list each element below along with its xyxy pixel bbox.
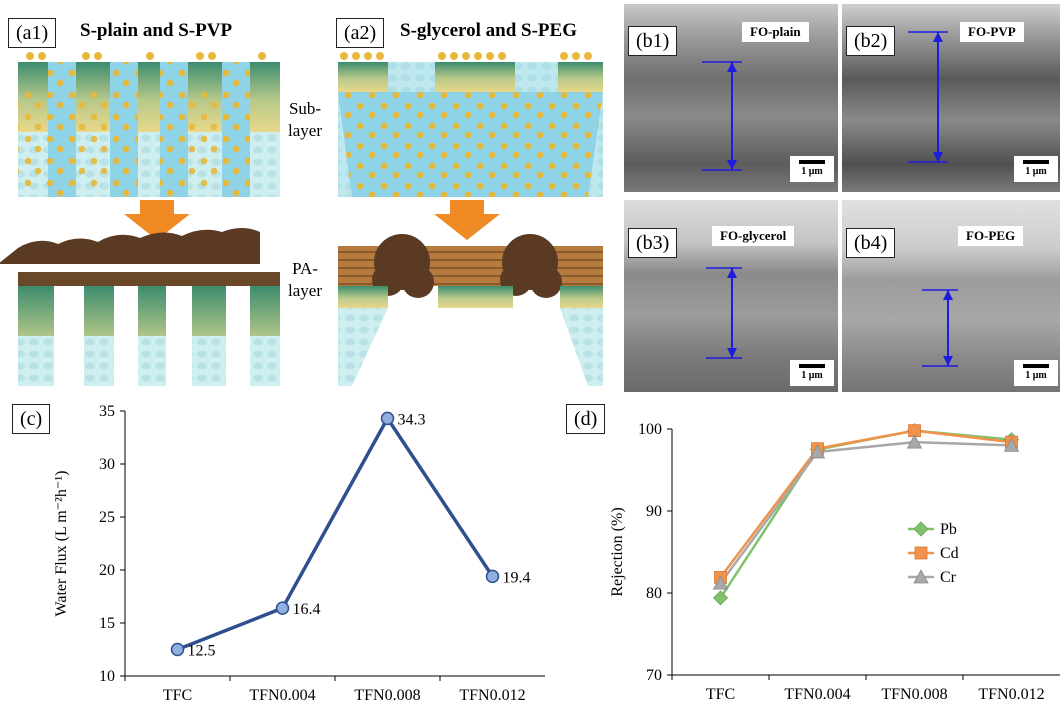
- panel-label-d: (d): [566, 404, 606, 434]
- x-tick-label: TFC: [163, 687, 192, 704]
- sem-image-b4: (b4) FO-PEG 1 μm: [842, 200, 1060, 392]
- sem-tag-b2: FO-PVP: [960, 22, 1024, 42]
- data-point-cr: [712, 575, 729, 590]
- panel-label-b4: (b4): [846, 228, 896, 258]
- diagram-a2: [338, 52, 603, 386]
- x-tick-label: TFN0.008: [881, 686, 947, 703]
- data-point: [170, 642, 185, 657]
- y-axis-label: Water Flux (L m⁻²h⁻¹): [53, 471, 70, 617]
- x-tick-label: TFN0.008: [354, 687, 420, 704]
- down-arrow-icon: [124, 200, 190, 240]
- data-label: 12.5: [188, 643, 216, 660]
- panel-a1: (a1) S-plain and S-PVP Sub- layer PA- la…: [0, 0, 330, 392]
- x-tick-label: TFC: [706, 686, 735, 703]
- sem-image-b1: (b1) FO-plain 1 μm: [624, 4, 838, 192]
- y-tick-label: 80: [646, 585, 662, 602]
- x-tick-label: TFN0.004: [249, 687, 315, 704]
- x-tick-label: TFN0.012: [978, 686, 1044, 703]
- water-flux-chart: 10 15 20 25 30 35 TFC TFN0.004 TFN0.008 TFN0.012 W…: [53, 403, 545, 704]
- scale-text-b4: 1 μm: [1025, 370, 1047, 381]
- data-point: [380, 411, 395, 426]
- panel-label-b2: (b2): [846, 26, 896, 56]
- palayer-label-line2: layer: [288, 281, 322, 300]
- panel-c: 10 15 20 25 30 35 TFC TFN0.004 TFN0.008 TFN0.012 W…: [0, 396, 560, 708]
- scale-bar-b2: 1 μm: [1014, 156, 1058, 182]
- panel-d: 70 80 90 100 TFC TFN0.004 TFN0.008 TFN0.012 Reje…: [560, 396, 1063, 708]
- y-axis-label: Rejection (%): [609, 507, 626, 596]
- scale-text-b3: 1 μm: [801, 370, 823, 381]
- y-tick-label: 100: [638, 421, 662, 438]
- series-line-cd: [719, 429, 1012, 579]
- y-tick-label: 30: [99, 456, 115, 473]
- panel-label-b1: (b1): [628, 26, 678, 56]
- y-tick-label: 25: [99, 509, 115, 526]
- data-label: 19.4: [503, 569, 531, 586]
- data-point: [485, 569, 500, 584]
- palayer-label-line1: PA-: [292, 259, 318, 278]
- sem-image-b2: (b2) FO-PVP 1 μm: [842, 4, 1060, 192]
- scale-text-b1: 1 μm: [801, 166, 823, 177]
- panel-a2: (a2) S-glycerol and S-PEG: [330, 0, 620, 392]
- data-label: 16.4: [293, 601, 321, 618]
- panel-title-a1: S-plain and S-PVP: [80, 20, 233, 41]
- sem-tag-b1: FO-plain: [742, 22, 809, 42]
- legend-marker-cd: [914, 546, 928, 560]
- diagram-a1: [0, 52, 280, 386]
- y-tick-label: 70: [646, 667, 662, 684]
- sublayer-label-line1: Sub-: [288, 99, 322, 118]
- x-tick-label: TFN0.004: [784, 686, 850, 703]
- series-line-cr: [719, 440, 1012, 584]
- sem-image-b3: (b3) FO-glycerol 1 μm: [624, 200, 838, 392]
- panel-label-a1: (a1): [8, 18, 57, 48]
- sublayer-label-line2: layer: [288, 121, 322, 140]
- sublayer-label: Sub- layer: [280, 98, 330, 142]
- y-tick-label: 15: [99, 615, 115, 632]
- data-point-cr: [906, 434, 923, 449]
- y-tick-label: 10: [99, 668, 115, 685]
- legend-label: Pb: [940, 521, 957, 538]
- legend-label: Cr: [940, 569, 957, 586]
- series-line-pb: [719, 429, 1012, 599]
- sem-tag-b3: FO-glycerol: [712, 226, 795, 246]
- scale-bar-b3: 1 μm: [790, 360, 834, 386]
- series-line-water-flux: [176, 415, 494, 652]
- down-arrow-icon: [434, 200, 500, 240]
- data-point: [275, 601, 290, 615]
- data-point-pb: [712, 590, 729, 606]
- panel-title-a2: S-glycerol and S-PEG: [400, 20, 577, 41]
- sem-tag-b4: FO-PEG: [958, 226, 1024, 246]
- data-label: 34.3: [398, 411, 426, 428]
- data-point-cr: [1003, 437, 1020, 452]
- y-tick-label: 20: [99, 562, 115, 579]
- scale-text-b2: 1 μm: [1025, 166, 1047, 177]
- rejection-chart: 70 80 90 100 TFC TFN0.004 TFN0.008 TFN0.012 Reje…: [609, 421, 1060, 703]
- data-point-cr: [809, 444, 826, 459]
- panel-label-a2: (a2): [336, 18, 385, 48]
- panel-label-c: (c): [12, 404, 51, 434]
- y-tick-label: 90: [646, 503, 662, 520]
- legend-marker-cr: [913, 569, 929, 584]
- legend-marker-pb: [913, 521, 929, 537]
- panel-label-b3: (b3): [628, 228, 678, 258]
- scale-bar-b1: 1 μm: [790, 156, 834, 182]
- palayer-label: PA- layer: [280, 258, 330, 302]
- scale-bar-b4: 1 μm: [1014, 360, 1058, 386]
- x-tick-label: TFN0.012: [459, 687, 525, 704]
- legend-label: Cd: [940, 545, 959, 562]
- y-tick-label: 35: [99, 403, 115, 420]
